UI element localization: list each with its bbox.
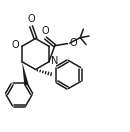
Text: O: O [41, 26, 49, 36]
Text: O: O [27, 14, 35, 24]
Text: O: O [69, 37, 77, 48]
Text: O: O [12, 40, 20, 50]
Text: N: N [51, 56, 58, 66]
Polygon shape [22, 62, 29, 86]
